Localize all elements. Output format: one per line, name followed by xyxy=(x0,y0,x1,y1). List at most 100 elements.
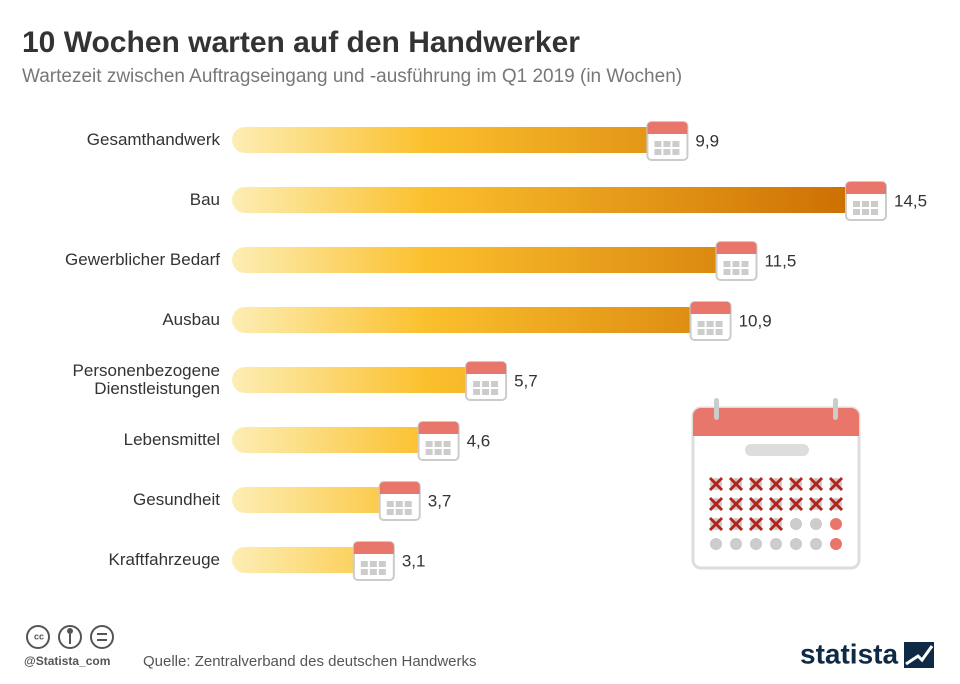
calendar-cross xyxy=(768,476,784,492)
value-label: 4,6 xyxy=(467,431,491,450)
icon-cell xyxy=(473,389,481,395)
icon-cell xyxy=(732,269,740,275)
icon-cell xyxy=(473,381,481,387)
bars: 9,9 14,5 11,5 10,9 5,7 4,6 3,7 3,1 xyxy=(232,121,927,581)
icon-cell xyxy=(443,449,451,455)
icon-cell xyxy=(378,561,386,567)
calendar-icon xyxy=(378,481,421,521)
icon-cell xyxy=(853,209,860,215)
calendar-cross xyxy=(728,476,744,492)
calendar-dot xyxy=(810,518,822,530)
icon-top xyxy=(418,422,459,434)
category-label: Ausbau xyxy=(162,310,220,329)
bar xyxy=(232,307,711,333)
icon-cell xyxy=(360,561,368,567)
icon-cell xyxy=(425,449,433,455)
calendar-dot xyxy=(710,538,722,550)
icon-cell xyxy=(369,561,377,567)
icon-cell xyxy=(871,201,878,207)
icon-cell xyxy=(654,141,662,147)
calendar-dot xyxy=(730,538,742,550)
calendar-cross xyxy=(788,476,804,492)
calendar-icon xyxy=(465,361,508,401)
value-label: 3,7 xyxy=(428,491,452,510)
icon-cell xyxy=(706,321,714,327)
calendar-cross xyxy=(748,516,764,532)
category-label: Gewerblicher Bedarf xyxy=(65,250,220,269)
calendar-dot xyxy=(750,538,762,550)
icon-cell xyxy=(672,141,680,147)
title: 10 Wochen warten auf den Handwerker xyxy=(22,26,580,59)
icon-cell xyxy=(862,201,869,207)
subtitle: Wartezeit zwischen Auftragseingang und -… xyxy=(22,66,682,87)
calendar-cross xyxy=(808,496,824,512)
icon-cell xyxy=(663,149,671,155)
cc-text: cc xyxy=(34,631,44,641)
icon-cell xyxy=(443,441,451,447)
calendar-cross xyxy=(728,516,744,532)
icon-cell xyxy=(482,381,490,387)
calendar-cross xyxy=(708,516,724,532)
icon-cell xyxy=(404,509,412,515)
icon-cell xyxy=(378,569,386,575)
value-label: 3,1 xyxy=(402,551,426,570)
category-label: Lebensmittel xyxy=(123,430,220,449)
icon-cell xyxy=(404,501,412,507)
icon-cell xyxy=(706,329,714,335)
bar xyxy=(232,187,866,213)
icon-cell xyxy=(697,329,705,335)
icon-cell xyxy=(672,149,680,155)
category-label: Personenbezogene Dienstleistungen xyxy=(72,361,220,398)
calendar-cross xyxy=(748,496,764,512)
calendar-icon xyxy=(845,181,887,221)
calendar-cross xyxy=(828,476,844,492)
calendar-cross xyxy=(728,496,744,512)
icon-top xyxy=(647,122,688,134)
bar xyxy=(232,367,487,393)
calendar-icon xyxy=(715,241,758,281)
calendar-dot xyxy=(790,518,802,530)
icon-cell xyxy=(386,509,394,515)
bar xyxy=(232,247,737,273)
category-label: Gesamthandwerk xyxy=(86,130,220,149)
calendar-cross xyxy=(768,496,784,512)
calendar-dot xyxy=(830,538,842,550)
calendar-cross xyxy=(828,496,844,512)
icon-cell xyxy=(715,321,723,327)
icon-top xyxy=(846,182,886,194)
icon-cell xyxy=(697,321,705,327)
icon-top xyxy=(690,302,731,314)
value-label: 14,5 xyxy=(894,191,927,210)
logo: statista xyxy=(800,638,898,669)
category-label: Gesundheit xyxy=(133,490,220,509)
bar xyxy=(232,547,374,573)
calendar-illustration xyxy=(691,398,861,570)
calendar-dot xyxy=(810,538,822,550)
icon-cell xyxy=(395,509,403,515)
calendar-cross xyxy=(768,516,784,532)
icon-cell xyxy=(482,389,490,395)
icon-cell xyxy=(723,269,731,275)
source: Quelle: Zentralverband des deutschen Han… xyxy=(143,653,477,670)
calendar-icon xyxy=(689,301,732,341)
value-label: 9,9 xyxy=(695,131,719,150)
icon-cell xyxy=(741,261,749,267)
icon-cell xyxy=(663,141,671,147)
icon-cell xyxy=(434,441,442,447)
bar xyxy=(232,127,668,153)
calendar-dot xyxy=(790,538,802,550)
value-label: 11,5 xyxy=(764,251,796,270)
bar xyxy=(232,427,439,453)
icon-cell xyxy=(491,389,499,395)
icon-top xyxy=(353,542,394,554)
icon-cell xyxy=(741,269,749,275)
value-label: 10,9 xyxy=(739,311,772,330)
icon-cell xyxy=(395,501,403,507)
bar xyxy=(232,487,400,513)
calendar-dot xyxy=(770,538,782,550)
icon-cell xyxy=(871,209,878,215)
category-label: Bau xyxy=(189,190,220,209)
calendar-cross xyxy=(708,476,724,492)
